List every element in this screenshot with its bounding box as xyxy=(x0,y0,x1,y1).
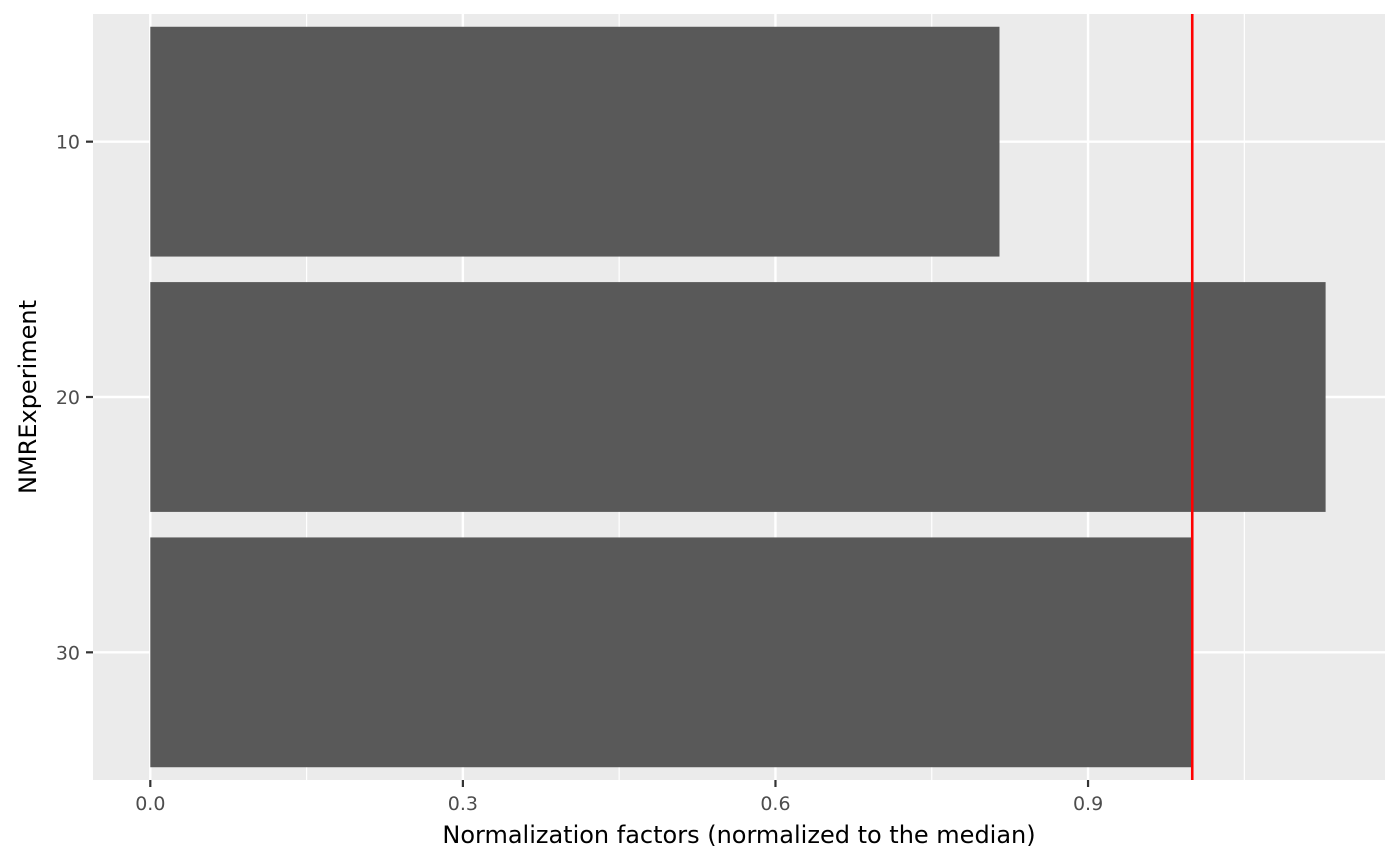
y-axis: 10 20 30 xyxy=(56,132,93,664)
x-tick-label: 0.9 xyxy=(1073,793,1103,815)
x-axis-title: Normalization factors (normalized to the… xyxy=(442,821,1035,849)
y-axis-title: NMRExperiment xyxy=(14,300,42,494)
bar-10 xyxy=(150,26,1000,257)
x-tick-label: 0.0 xyxy=(135,793,165,815)
bars xyxy=(150,26,1326,768)
x-tick-label: 0.3 xyxy=(448,793,478,815)
y-tick-label: 10 xyxy=(56,132,80,154)
x-tick-label: 0.6 xyxy=(760,793,790,815)
y-tick-label: 30 xyxy=(56,642,80,664)
x-axis: 0.0 0.3 0.6 0.9 xyxy=(135,780,1103,815)
bar-20 xyxy=(150,282,1326,512)
y-tick-label: 20 xyxy=(56,387,80,409)
bar-30 xyxy=(150,537,1193,768)
